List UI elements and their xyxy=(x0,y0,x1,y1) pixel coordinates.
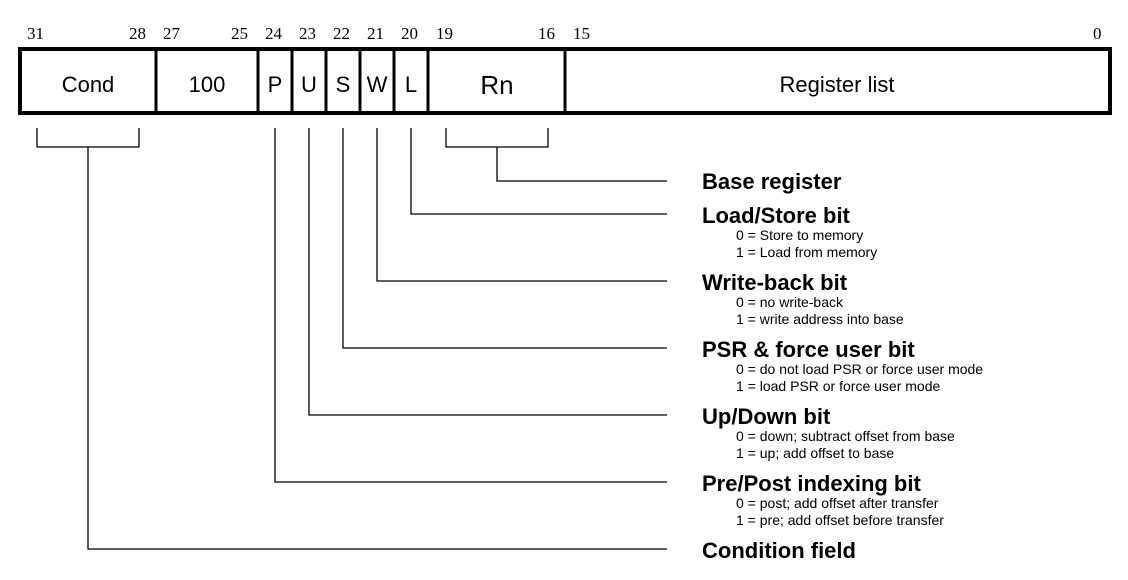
bit-number-25: 25 xyxy=(231,24,248,43)
cond-bracket xyxy=(36,128,140,148)
field-u: U xyxy=(301,72,317,97)
bit-number-16: 16 xyxy=(538,24,555,43)
condition-field-title: Condition field xyxy=(702,538,856,563)
pre-post-desc-1: 1 = pre; add offset before transfer xyxy=(736,512,944,528)
field-cond: Cond xyxy=(62,72,115,97)
load-store-desc-0: 0 = Store to memory xyxy=(736,227,863,243)
l-leader-line xyxy=(410,128,667,215)
rn-leader-line xyxy=(496,147,667,182)
base-register-title: Base register xyxy=(702,169,842,194)
field-rn: Rn xyxy=(480,70,513,100)
bit-number-22: 22 xyxy=(333,24,350,43)
field-l: L xyxy=(405,72,417,97)
up-down-title: Up/Down bit xyxy=(702,404,831,429)
u-leader-line xyxy=(308,128,667,416)
rn-bracket xyxy=(445,128,549,148)
field-p: P xyxy=(268,72,283,97)
p-leader-line xyxy=(274,128,667,483)
psr-title: PSR & force user bit xyxy=(702,337,915,362)
write-back-title: Write-back bit xyxy=(702,270,848,295)
write-back-desc-1: 1 = write address into base xyxy=(736,311,904,327)
load-store-desc-1: 1 = Load from memory xyxy=(736,244,877,260)
pre-post-desc-0: 0 = post; add offset after transfer xyxy=(736,495,939,511)
bit-number-24: 24 xyxy=(265,24,283,43)
bit-number-31: 31 xyxy=(27,24,44,43)
load-store-title: Load/Store bit xyxy=(702,203,851,228)
field-opcode: 100 xyxy=(189,72,226,97)
bit-number-21: 21 xyxy=(367,24,384,43)
bit-number-20: 20 xyxy=(401,24,418,43)
field-w: W xyxy=(367,72,388,97)
psr-desc-0: 0 = do not load PSR or force user mode xyxy=(736,361,983,377)
bit-number-15: 15 xyxy=(573,24,590,43)
bit-number-0: 0 xyxy=(1093,24,1102,43)
write-back-desc-0: 0 = no write-back xyxy=(736,294,844,310)
bit-number-28: 28 xyxy=(129,24,146,43)
psr-desc-1: 1 = load PSR or force user mode xyxy=(736,378,940,394)
field-register-list: Register list xyxy=(780,72,895,97)
field-s: S xyxy=(336,72,351,97)
pre-post-title: Pre/Post indexing bit xyxy=(702,471,921,496)
s-leader-line xyxy=(342,128,667,349)
bit-number-19: 19 xyxy=(436,24,453,43)
up-down-desc-1: 1 = up; add offset to base xyxy=(736,445,894,461)
cond-leader-line xyxy=(87,147,667,550)
up-down-desc-0: 0 = down; subtract offset from base xyxy=(736,428,955,444)
bit-number-23: 23 xyxy=(299,24,316,43)
w-leader-line xyxy=(376,128,667,282)
bit-number-27: 27 xyxy=(163,24,181,43)
